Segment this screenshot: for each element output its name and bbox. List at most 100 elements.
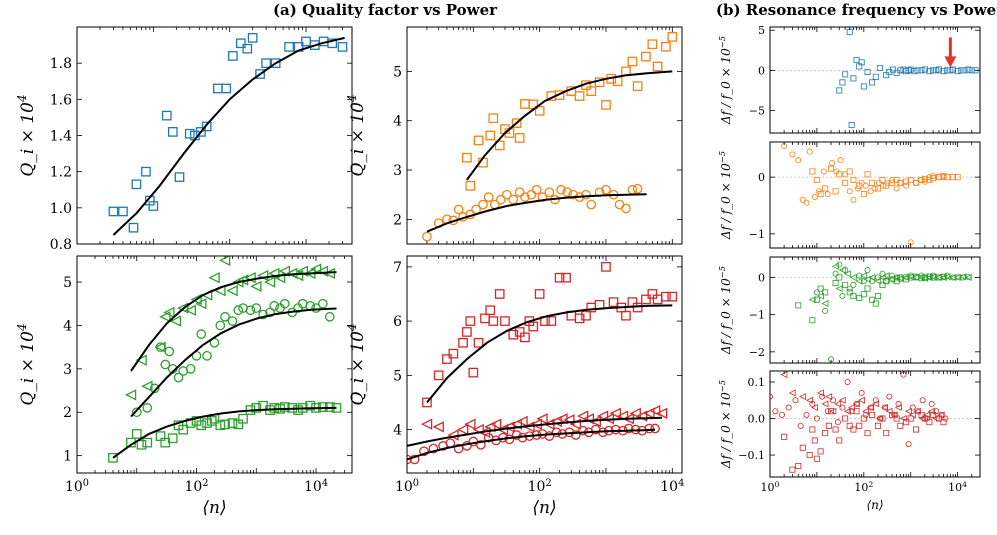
green-squares-point [238,413,248,424]
red-circles-point [644,423,655,434]
blue-squares-point [930,67,937,74]
red-squares-point [448,348,459,359]
orange-circles-point [884,179,891,186]
red-circles-point [797,422,804,429]
orange-circles-point [508,194,519,205]
green-squares-point [269,403,280,413]
blue-squares-point [201,121,212,132]
green-circles-point [965,273,972,280]
red-circles-point [886,393,893,400]
green-triangles-point [860,272,868,280]
orange-circles-point [632,183,643,194]
green-circles-point [251,303,262,313]
green-triangles-point [163,306,175,319]
data-b3 [795,261,972,363]
orange-squares-point [465,180,476,191]
red-squares-point [930,411,937,418]
y-tick-label: 3 [393,163,402,179]
red-squares-point [940,419,947,426]
blue-squares-point [270,58,281,69]
green-circles-point [893,274,900,281]
green-circles-point [822,307,829,314]
orange-squares-point [828,165,835,172]
red-triangles-point [821,400,829,408]
red-circles-point [570,430,581,440]
red-circles-point [909,404,916,411]
panel-a1: 0.8 1.0 1.2 1.4 1.6 1.8 Q_i × 104 [15,26,353,253]
y-tick-label: 0.1 [748,376,766,389]
orange-squares-point [494,140,505,151]
red-squares-point [554,272,565,283]
blue-squares-point [836,87,843,94]
green-triangles-point [831,262,839,270]
orange-squares-point [809,168,816,175]
green-circles-point [836,261,843,268]
orange-squares-point [842,179,849,186]
blue-squares-point [213,83,223,94]
y-tick-label: 1.8 [50,56,72,72]
red-triangles-point [516,415,528,428]
orange-circles-point [880,182,887,189]
orange-circles-point [496,194,506,205]
orange-circles-point [586,199,597,210]
red-circles-point [407,454,412,465]
orange-squares-point [627,56,638,67]
data-b4 [770,371,949,473]
red-circles-point [938,411,945,418]
red-triangles-point [788,389,796,397]
green-circles-point [269,301,280,311]
green-triangles-point [323,267,336,280]
red-triangles-point [918,415,926,423]
red-circles-point [809,400,816,407]
orange-squares-point [950,174,957,181]
orange-circles-point [526,189,537,200]
red-squares-point [817,448,824,455]
red-triangles-point [843,407,851,415]
orange-circles-point [453,204,464,215]
blue-squares-point [261,58,271,69]
green-squares-point [930,274,937,281]
green-squares-point [220,419,230,430]
green-squares-point [889,276,896,283]
green-squares-point [196,420,207,431]
green-circles-point [142,403,153,413]
red-triangles-point [496,423,509,436]
orange-squares-point [488,113,499,124]
orange-circles-point [815,188,822,195]
axes-frame [769,26,981,134]
fit-curve-1 [130,271,337,372]
green-squares-point [860,291,867,298]
orange-circles-point [871,185,878,192]
blue-squares-point [858,59,865,66]
y-axis-label: Δf / f_0 × 10−5 [717,380,733,469]
orange-circles-point [531,184,542,195]
orange-squares-point [514,133,525,143]
orange-squares-point [860,191,867,198]
red-circles-point [862,411,869,418]
green-squares-point [178,424,189,435]
x-axis-label: ⟨n⟩ [202,498,226,518]
orange-circles-point [483,192,494,202]
blue-squares-point [221,83,232,94]
green-squares-point [940,273,947,280]
red-triangles-point [908,411,916,419]
orange-circles-point [897,179,904,186]
green-circles-point [950,274,957,281]
green-circles-point [149,383,160,394]
green-squares-point [850,293,857,300]
orange-circles-point [789,151,796,158]
green-squares-point [836,274,843,281]
green-circles-point [311,303,321,313]
green-circles-point [227,316,238,326]
y-tick-label: −1 [749,228,765,241]
y-axis-label: Q_i × 104 [345,323,368,405]
red-triangles-point [643,407,655,419]
red-squares-point [488,316,499,326]
green-circles-point [215,320,226,331]
red-squares-point [422,397,432,408]
orange-squares-point [836,171,843,178]
green-squares-point [795,302,802,309]
red-circles-point [785,404,792,411]
green-circles-point [842,267,849,274]
axes-frame [769,256,981,364]
